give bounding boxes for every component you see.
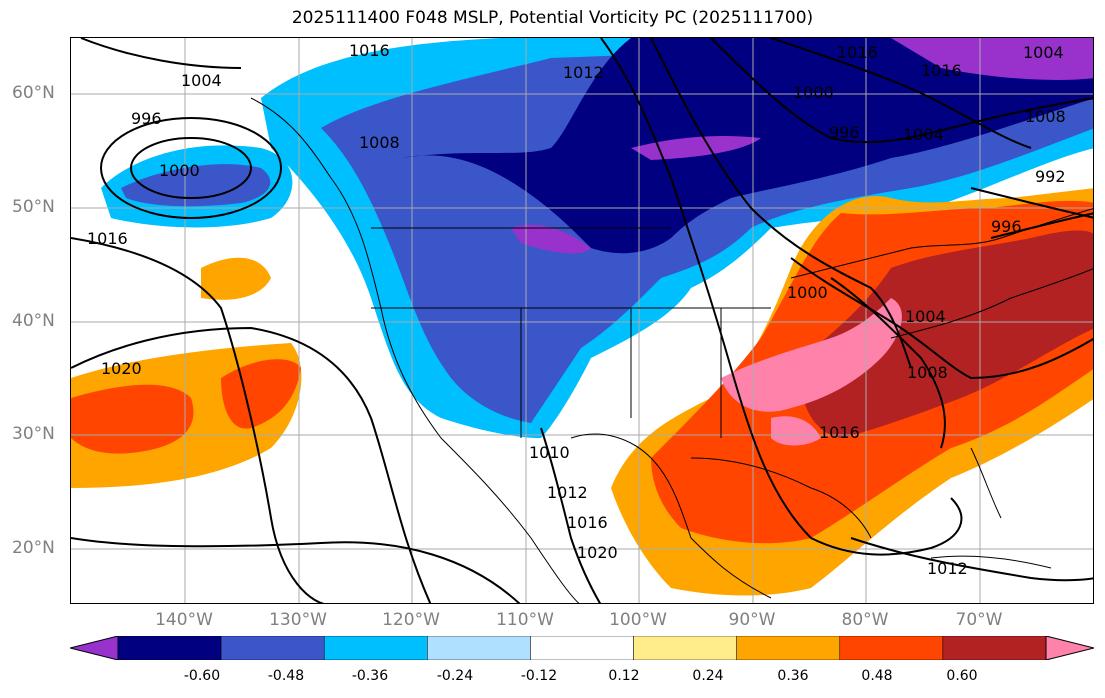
isobar-label: 1010 [529, 443, 570, 462]
colorbar-tick-label: -0.12 [520, 668, 558, 684]
isobar-label: 1016 [837, 43, 878, 62]
colorbar-tick-label: -0.48 [267, 668, 305, 684]
lon-label-70w: 70°W [955, 610, 1003, 630]
coastlines [250, 97, 1093, 603]
colorbar-tick-label: 0.36 [777, 668, 809, 684]
isobar-label: 1004 [905, 307, 946, 326]
map-svg: 1016 1004 996 1000 1008 1016 1020 1012 1… [71, 38, 1093, 603]
isobar-label: 1000 [159, 161, 200, 180]
isobar-label: 1020 [577, 543, 618, 562]
colorbar-segment [839, 636, 944, 660]
map-panel: 1016 1004 996 1000 1008 1016 1020 1012 1… [70, 37, 1094, 604]
isobar-label: 1008 [907, 363, 948, 382]
isobar-label: 1000 [787, 283, 828, 302]
colorbar-segment [220, 636, 325, 660]
colorbar-tick-label: -0.36 [351, 668, 389, 684]
isobar-label: 1016 [819, 423, 860, 442]
pv-pos-mid-region [71, 200, 1093, 544]
lon-label-130w: 130°W [269, 610, 327, 630]
lat-label-50n: 50°N [12, 197, 55, 217]
isobar-label: 996 [991, 217, 1022, 236]
isobar-label: 1016 [567, 513, 608, 532]
colorbar-segment [633, 636, 737, 660]
colorbar-segment [117, 636, 222, 660]
isobar-label: 1000 [793, 83, 834, 102]
colorbar-segment [70, 636, 119, 660]
lon-label-100w: 100°W [609, 610, 667, 630]
colorbar-segment [427, 636, 531, 660]
isobar-label: 996 [829, 123, 860, 142]
lon-label-90w: 90°W [728, 610, 776, 630]
lon-label-110w: 110°W [496, 610, 554, 630]
pv-neg-strong-region [511, 38, 1093, 254]
pv-pos-dark-region [800, 230, 1093, 438]
isobar-label: 1012 [927, 559, 968, 578]
isobar-label: 1016 [87, 229, 128, 248]
chart-title: 2025111400 F048 MSLP, Potential Vorticit… [291, 8, 814, 28]
lat-label-40n: 40°N [12, 311, 55, 331]
colorbar-segment [736, 636, 841, 660]
isobar-label: 1012 [547, 483, 588, 502]
lon-label-80w: 80°W [841, 610, 889, 630]
colorbar-segment [1045, 636, 1094, 660]
isobar-label: 1004 [181, 71, 222, 90]
colorbar-segment [323, 636, 428, 660]
isobar-label: 1008 [359, 133, 400, 152]
colorbar-tick-label: 0.12 [608, 668, 640, 684]
lon-label-120w: 120°W [382, 610, 440, 630]
isobar-label: 1004 [903, 125, 944, 144]
lon-label-140w: 140°W [155, 610, 213, 630]
lat-label-60n: 60°N [12, 83, 55, 103]
colorbar-tick-label: 0.60 [946, 668, 978, 684]
lat-label-30n: 30°N [12, 424, 55, 444]
pv-pos-pink-region [721, 298, 902, 446]
lat-label-20n: 20°N [12, 538, 55, 558]
isobar-label: 1004 [1023, 43, 1064, 62]
isobar-label: 1020 [101, 359, 142, 378]
isobar-label: 992 [1035, 167, 1066, 186]
isobar-labels: 1016 1004 996 1000 1008 1016 1020 1012 1… [87, 41, 1066, 578]
isobar-label: 1012 [563, 63, 604, 82]
isobar-label: 1016 [349, 41, 390, 60]
colorbar-tick-label: -0.60 [183, 668, 221, 684]
colorbar-tick-label: 0.48 [861, 668, 893, 684]
isobars [71, 38, 1093, 603]
colorbar-tick-label: 0.24 [692, 668, 724, 684]
isobar-label: 1016 [921, 61, 962, 80]
isobar-label: 1008 [1025, 107, 1066, 126]
colorbar-segment [530, 636, 634, 660]
isobar-label: 996 [131, 109, 162, 128]
colorbar-segment [942, 636, 1047, 660]
colorbar-tick-label: -0.24 [436, 668, 474, 684]
colorbar [70, 636, 1094, 660]
